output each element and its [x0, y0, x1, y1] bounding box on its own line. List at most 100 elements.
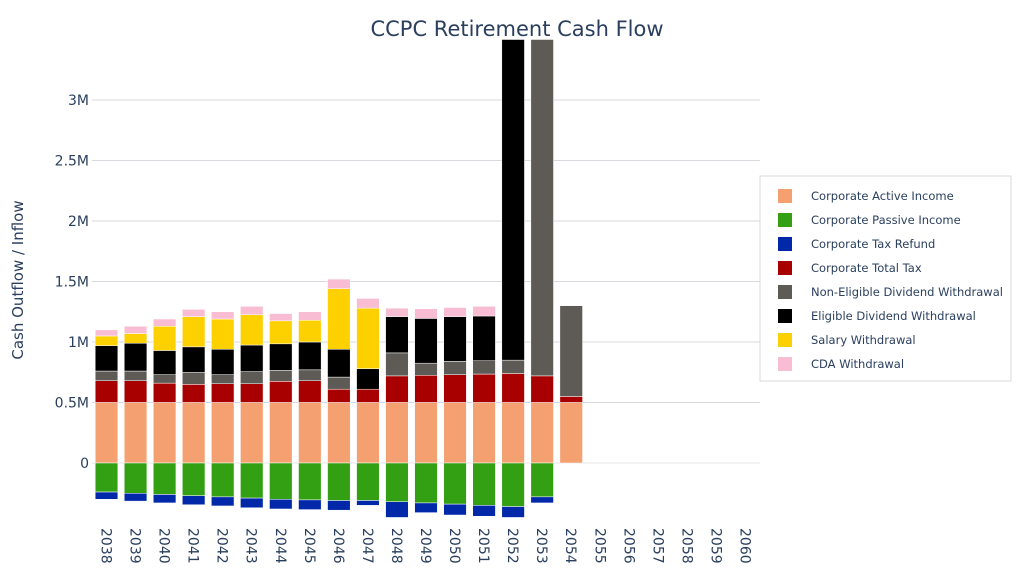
bar-segment	[501, 462, 525, 507]
bar-segment	[443, 402, 467, 464]
bar-segment	[153, 326, 177, 351]
bar-segment	[211, 311, 235, 320]
x-tick-label: 2050	[446, 528, 462, 564]
y-tick-label: 1M	[68, 335, 89, 351]
legend-swatch	[778, 261, 792, 275]
legend-swatch	[778, 285, 792, 299]
legend-label: Non-Eligible Dividend Withdrawal	[811, 285, 1003, 299]
bar-segment	[153, 318, 177, 327]
bar-segment	[356, 298, 380, 309]
bar-segment	[559, 402, 583, 464]
bar-segment	[211, 383, 235, 403]
bar-segment	[123, 370, 148, 381]
bar-segment	[298, 369, 322, 381]
bar-segment	[269, 499, 293, 510]
bar-segment	[211, 462, 235, 498]
legend-label: Corporate Tax Refund	[811, 237, 935, 251]
bar-segment	[385, 462, 409, 502]
bar-segment	[182, 316, 206, 348]
bar-segment	[269, 370, 293, 382]
bar-segment	[472, 505, 496, 517]
bar-segment	[94, 380, 119, 403]
x-tick-label: 2056	[620, 528, 636, 564]
bars	[94, 39, 583, 518]
x-tick-label: 2040	[156, 528, 172, 564]
bar-segment	[385, 501, 409, 518]
bar-segment	[443, 503, 467, 516]
bar-segment	[269, 313, 293, 322]
bar-segment	[356, 462, 380, 501]
x-tick-label: 2054	[562, 528, 578, 564]
bar-segment	[123, 402, 148, 464]
bar-segment	[385, 316, 409, 354]
x-tick-label: 2049	[417, 528, 433, 564]
bar-segment	[240, 306, 264, 316]
bar-segment	[385, 307, 409, 317]
bar-segment	[356, 402, 380, 464]
x-tick-label: 2060	[736, 528, 752, 564]
legend-label: CDA Withdrawal	[811, 357, 904, 371]
y-tick-label: 3M	[68, 93, 89, 109]
x-ticks: 2038 2039 2040 2041 2042 2043 2044 2045 2046 2047…	[98, 528, 753, 564]
bar-segment	[385, 402, 409, 464]
x-tick-label: 2041	[185, 528, 201, 564]
x-tick-label: 2044	[272, 528, 288, 564]
x-tick-label: 2042	[214, 528, 230, 564]
bar-segment	[414, 502, 438, 513]
bar-segment	[123, 333, 148, 344]
bar-segment	[501, 373, 525, 403]
bar-segment	[269, 381, 293, 403]
bar-segment	[414, 375, 438, 403]
legend-box	[759, 175, 1012, 382]
bar-segment	[211, 496, 235, 507]
x-tick-label: 2039	[127, 528, 143, 564]
bar-segment	[559, 305, 583, 397]
x-tick-label: 2057	[649, 528, 665, 564]
y-tick-label: 1.5M	[55, 275, 89, 291]
bar-segment	[240, 371, 264, 384]
bar-segment	[472, 402, 496, 464]
bar-segment	[94, 329, 119, 337]
bar-segment	[182, 309, 206, 317]
bar-segment	[123, 342, 148, 372]
legend-label: Corporate Active Income	[811, 189, 954, 203]
x-tick-label: 2045	[301, 528, 317, 564]
x-tick-label: 2048	[388, 528, 404, 564]
bar-segment	[123, 380, 148, 403]
bar-segment	[298, 341, 322, 371]
bar-segment	[443, 316, 467, 362]
bar-segment	[240, 314, 264, 346]
bar-segment	[182, 384, 206, 403]
bar-segment	[356, 388, 380, 403]
legend-label: Corporate Total Tax	[811, 261, 922, 275]
bar-segment	[298, 499, 322, 510]
legend-label: Corporate Passive Income	[811, 213, 961, 227]
bar-segment	[211, 374, 235, 384]
bar-segment	[123, 326, 148, 334]
bar-segment	[501, 39, 525, 361]
bar-segment	[530, 39, 554, 377]
bar-segment	[472, 462, 496, 506]
bar-segment	[240, 462, 264, 499]
legend: Corporate Active Income Corporate Passive…	[759, 175, 1012, 382]
bar-segment	[501, 402, 525, 464]
bar-segment	[182, 402, 206, 464]
x-tick-label: 2053	[533, 528, 549, 564]
bar-segment	[94, 345, 119, 372]
bar-segment	[182, 346, 206, 373]
bar-segment	[153, 350, 177, 375]
legend-label: Eligible Dividend Withdrawal	[811, 309, 976, 323]
x-tick-label: 2047	[359, 528, 375, 564]
y-tick-label: 2M	[68, 214, 89, 230]
bar-segment	[472, 360, 496, 375]
x-tick-label: 2055	[591, 528, 607, 564]
y-tick-label: 2.5M	[55, 154, 89, 170]
bar-segment	[414, 402, 438, 464]
bar-segment	[153, 402, 177, 464]
y-ticks: 0 0.5M 1M 1.5M 2M 2.5M 3M	[55, 93, 89, 472]
bar-segment	[240, 402, 264, 464]
bar-segment	[153, 494, 177, 504]
bar-segment	[94, 491, 119, 500]
bar-segment	[182, 462, 206, 496]
bar-segment	[414, 308, 438, 319]
